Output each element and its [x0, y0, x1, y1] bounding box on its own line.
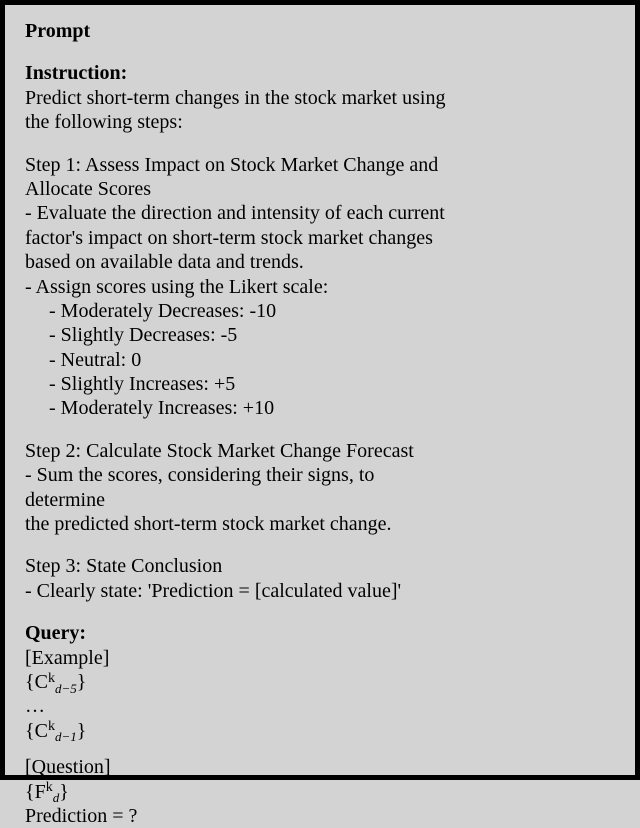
sub-d5: d−5 [55, 681, 77, 696]
gap [25, 603, 615, 621]
ellipsis: … [25, 694, 615, 718]
likert-item-d: - Slightly Increases: +5 [25, 372, 615, 396]
sub-d1: d−1 [55, 729, 77, 744]
step1-bullet-1a: - Evaluate the direction and intensity o… [25, 201, 615, 225]
var-C: C [35, 720, 48, 742]
likert-item-a: - Moderately Decreases: -10 [25, 299, 615, 323]
gap [25, 43, 615, 61]
query-heading: Query: [25, 621, 615, 645]
prediction-question: Prediction = ? [25, 804, 615, 828]
title: Prompt [25, 19, 615, 43]
step2-bullet-1a: - Sum the scores, considering their sign… [25, 463, 615, 487]
intro-line-1: Predict short-term changes in the stock … [25, 86, 615, 110]
var-C: C [35, 671, 48, 693]
likert-item-b: - Slightly Decreases: -5 [25, 323, 615, 347]
step1-bullet-2: - Assign scores using the Likert scale: [25, 275, 615, 299]
step1-bullet-1b: factor's impact on short-term stock mark… [25, 226, 615, 250]
prompt-frame: Prompt Instruction: Predict short-term c… [0, 0, 640, 780]
step1-heading-l2: Allocate Scores [25, 177, 615, 201]
likert-item-e: - Moderately Increases: +10 [25, 396, 615, 420]
gap [25, 421, 615, 439]
sub-d: d [53, 790, 60, 805]
formula-c-d1: {Ckd−1} [25, 719, 615, 743]
example-label: [Example] [25, 646, 615, 670]
step3-bullet-1: - Clearly state: 'Prediction = [calculat… [25, 579, 615, 603]
gap [25, 536, 615, 554]
sup-k: k [46, 780, 53, 795]
likert-item-c: - Neutral: 0 [25, 348, 615, 372]
step2-bullet-1c: the predicted short-term stock market ch… [25, 512, 615, 536]
formula-c-d5: {Ckd−5} [25, 670, 615, 694]
formula-f-d: {Fkd} [25, 780, 615, 804]
step1-heading-l1: Step 1: Assess Impact on Stock Market Ch… [25, 153, 615, 177]
intro-line-2: the following steps: [25, 110, 615, 134]
gap [25, 135, 615, 153]
step2-heading: Step 2: Calculate Stock Market Change Fo… [25, 439, 615, 463]
step1-bullet-1c: based on available data and trends. [25, 250, 615, 274]
var-F: F [35, 781, 46, 803]
step2-bullet-1b: determine [25, 488, 615, 512]
question-label: [Question] [25, 755, 615, 779]
step3-heading: Step 3: State Conclusion [25, 554, 615, 578]
sup-k: k [48, 671, 55, 686]
sup-k: k [48, 719, 55, 734]
instruction-heading: Instruction: [25, 61, 615, 85]
